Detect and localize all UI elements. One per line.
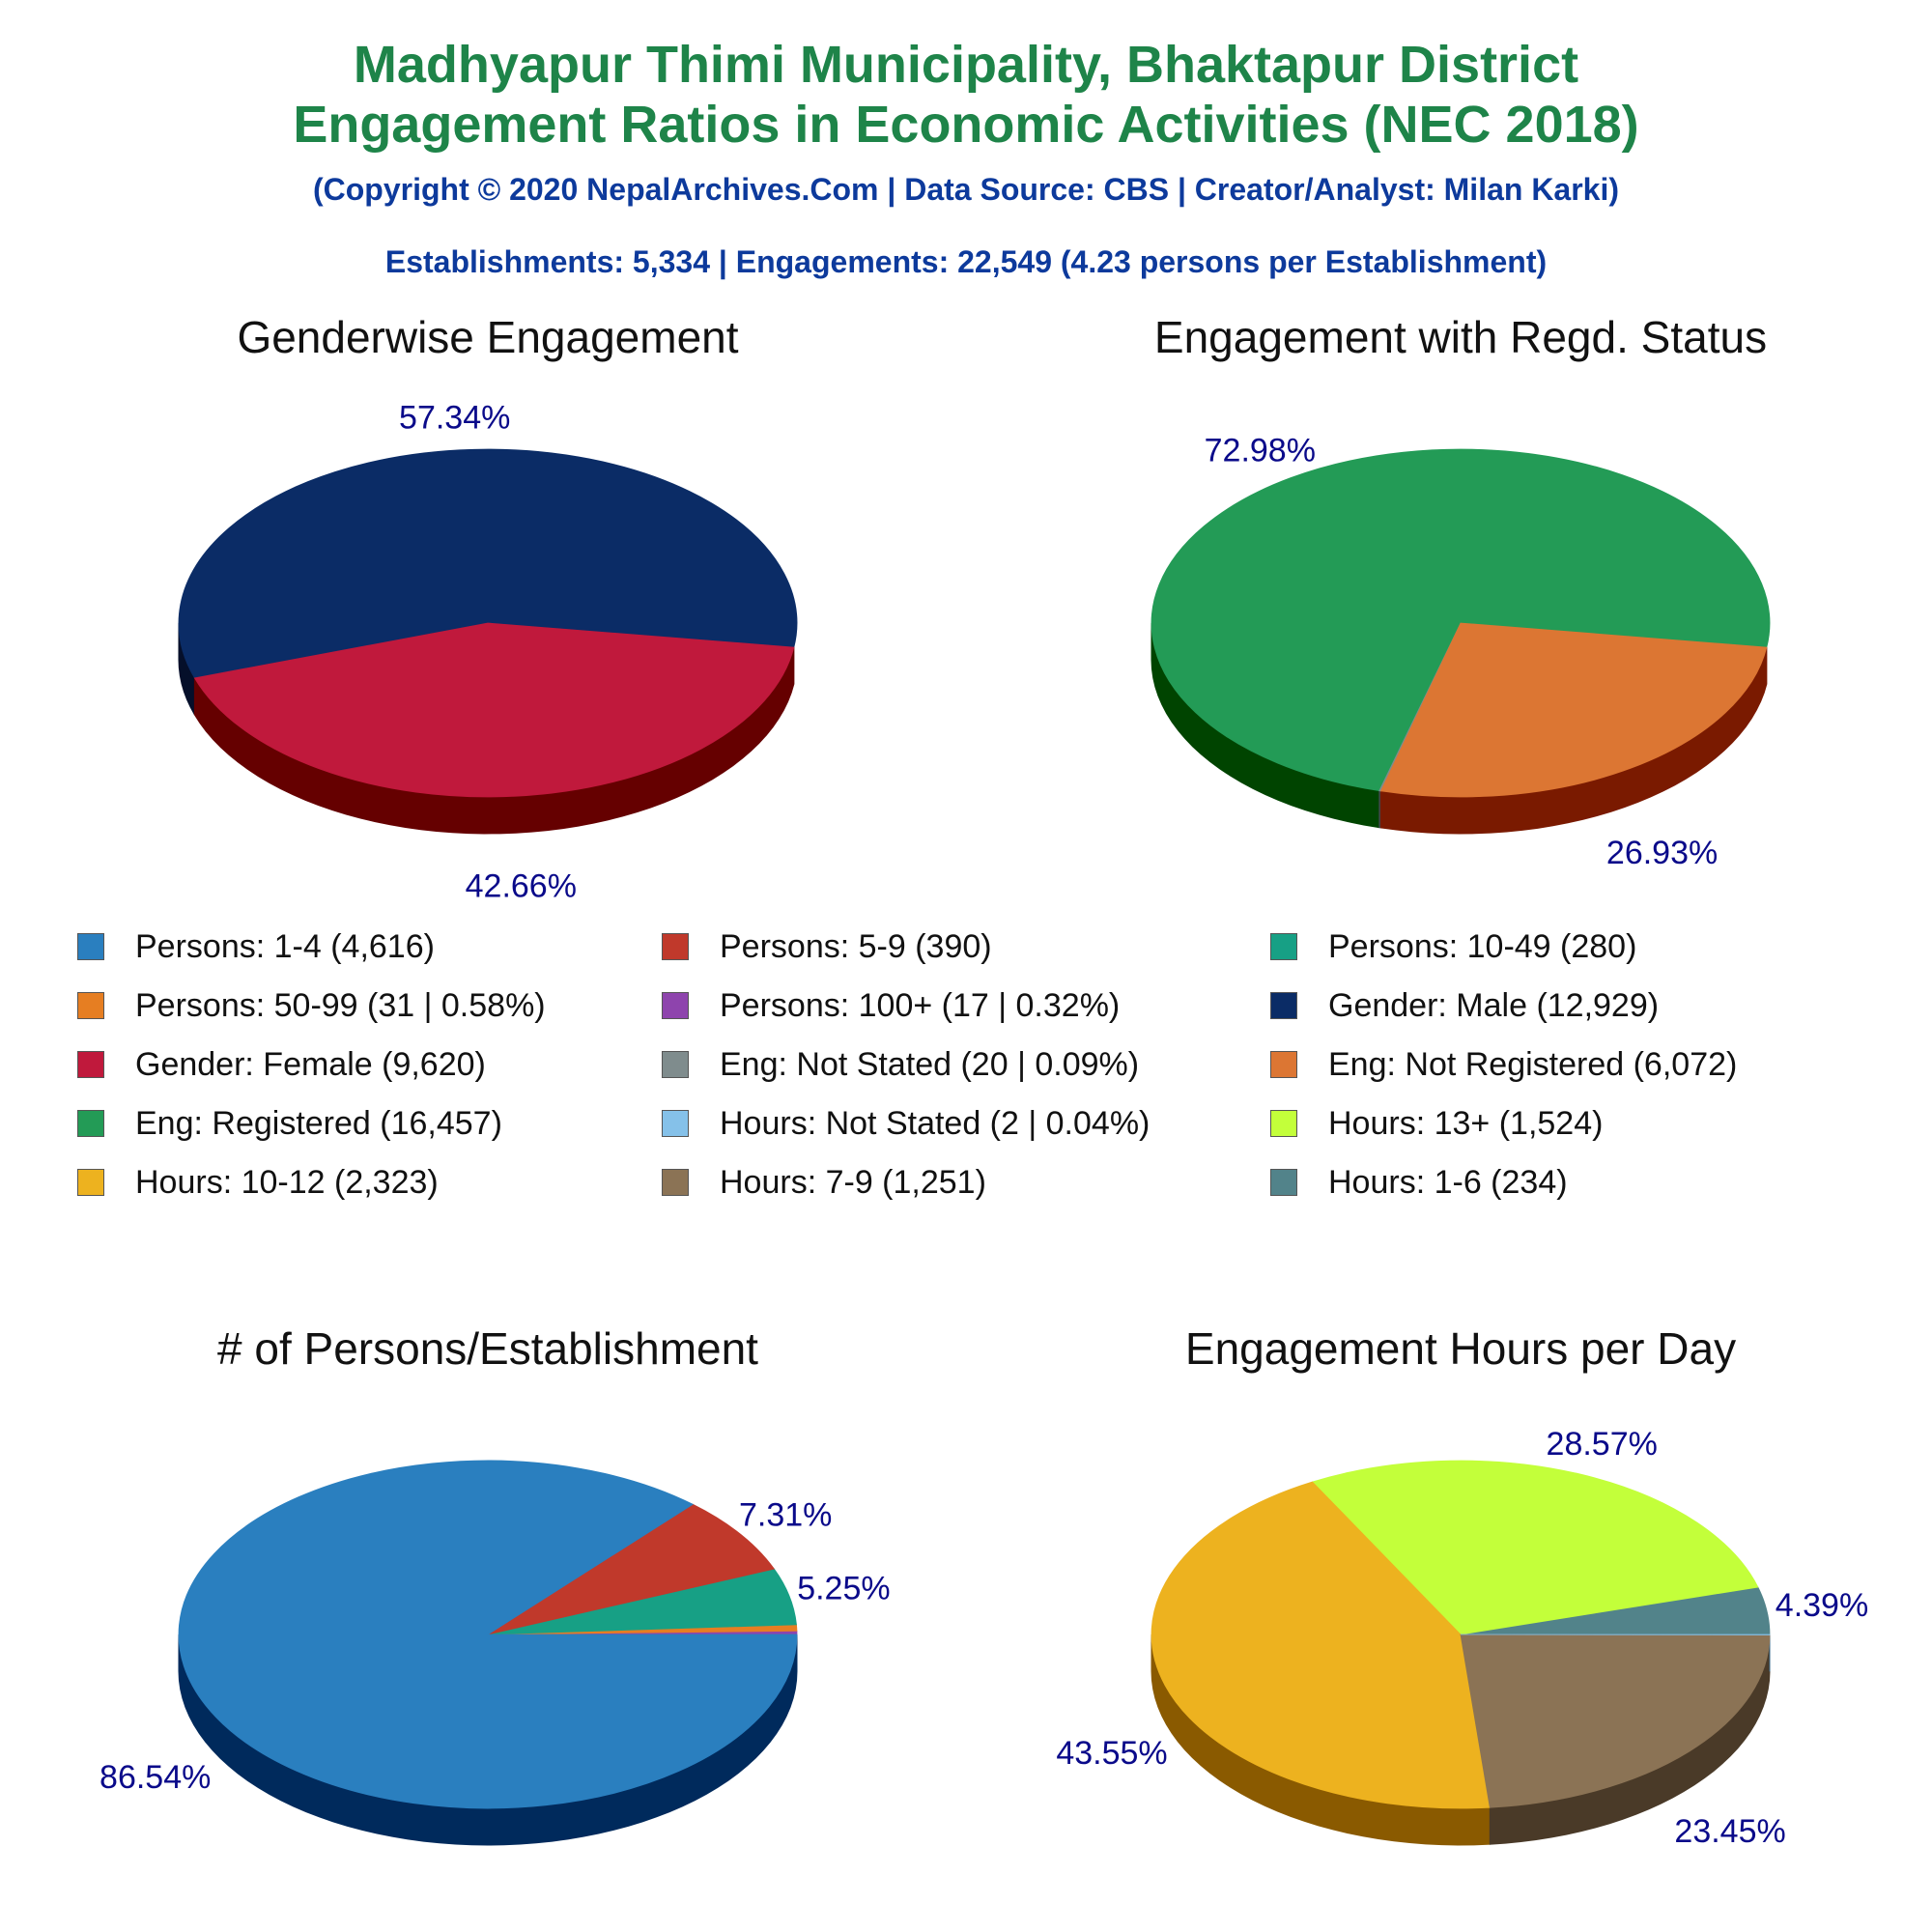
pie-slice-label: 57.34%: [399, 400, 510, 437]
legend-item: Hours: 1-6 (234): [1270, 1163, 1568, 1202]
pie-slice-label: 23.45%: [1674, 1813, 1785, 1850]
legend-label: Persons: 5-9 (390): [720, 927, 992, 965]
pie-slice: [1151, 1481, 1491, 1809]
pie-slice-label: 86.54%: [99, 1759, 211, 1796]
pie-title: Engagement with Regd. Status: [1154, 312, 1767, 362]
legend-item: Persons: 100+ (17 | 0.32%): [662, 986, 1120, 1025]
pie-slice: [193, 622, 795, 798]
legend-item: Persons: 10-49 (280): [1270, 927, 1636, 966]
legend-swatch: [662, 1051, 689, 1078]
legend-label: Persons: 10-49 (280): [1328, 927, 1637, 965]
legend-swatch: [77, 992, 104, 1019]
pie-slice: [487, 1503, 776, 1635]
legend-label: Eng: Not Stated (20 | 0.09%): [720, 1045, 1140, 1083]
pie-title: Engagement Hours per Day: [1185, 1323, 1736, 1374]
legend-label: Persons: 50-99 (31 | 0.58%): [135, 986, 546, 1024]
legend-swatch: [77, 1169, 104, 1196]
chart-title-line-1: Madhyapur Thimi Municipality, Bhaktapur …: [353, 36, 1579, 94]
pie-slice: [178, 448, 798, 679]
legend-swatch: [77, 1110, 104, 1137]
pie-slice-label: 5.25%: [797, 1570, 890, 1606]
pie-slice-label: 72.98%: [1205, 433, 1316, 469]
legend-item: Hours: 13+ (1,524): [1270, 1104, 1603, 1143]
legend-swatch: [77, 933, 104, 960]
pie-chart: Engagement with Regd. Status 72.98% 26.93%: [1151, 312, 1771, 871]
pie-title: Genderwise Engagement: [237, 312, 738, 362]
pie-slice: [1379, 622, 1768, 798]
chart-header: Madhyapur Thimi Municipality, Bhaktapur …: [0, 0, 1932, 280]
legend-label: Eng: Registered (16,457): [135, 1104, 502, 1142]
pie-slice: [1151, 448, 1771, 792]
legend-label: Hours: 13+ (1,524): [1328, 1104, 1604, 1142]
legend-swatch: [1270, 1169, 1297, 1196]
legend-label: Gender: Male (12,929): [1328, 986, 1660, 1024]
pie-slice-label: 43.55%: [1056, 1735, 1167, 1772]
legend-label: Hours: 1-6 (234): [1328, 1163, 1568, 1201]
legend-item: Persons: 5-9 (390): [662, 927, 992, 966]
chart-title-line-2: Engagement Ratios in Economic Activities…: [293, 96, 1639, 154]
pie-chart: Genderwise Engagement 57.34% 42.66%: [178, 312, 798, 905]
legend-item: Hours: Not Stated (2 | 0.04%): [662, 1104, 1150, 1143]
legend-item: Eng: Registered (16,457): [77, 1104, 502, 1143]
pie-slice: [1311, 1460, 1759, 1635]
legend-item: Eng: Not Registered (6,072): [1270, 1045, 1737, 1084]
legend-item: Hours: 7-9 (1,251): [662, 1163, 986, 1202]
legend-swatch: [662, 992, 689, 1019]
legend-item: Gender: Male (12,929): [1270, 986, 1659, 1025]
legend-item: Persons: 50-99 (31 | 0.58%): [77, 986, 546, 1025]
legend-item: Persons: 1-4 (4,616): [77, 927, 435, 966]
legend-label: Gender: Female (9,620): [135, 1045, 486, 1083]
establishment-stats: Establishments: 5,334 | Engagements: 22,…: [384, 244, 1548, 279]
legend-item: Hours: 10-12 (2,323): [77, 1163, 439, 1202]
legend-item: Eng: Not Stated (20 | 0.09%): [662, 1045, 1139, 1084]
legend-swatch: [1270, 992, 1297, 1019]
legend-swatch: [1270, 1110, 1297, 1137]
legend-swatch: [1270, 1051, 1297, 1078]
legend-item: Gender: Female (9,620): [77, 1045, 486, 1084]
pie-title: # of Persons/Establishment: [217, 1323, 758, 1374]
pie-chart: Engagement Hours per Day 4.39% 28.57% 43.55…: [1056, 1323, 1868, 1850]
legend-label: Hours: 7-9 (1,251): [720, 1163, 986, 1201]
legend-swatch: [1270, 933, 1297, 960]
legend-swatch: [662, 1110, 689, 1137]
chart-subtitle: (Copyright © 2020 NepalArchives.Com | Da…: [312, 172, 1620, 207]
legend-label: Eng: Not Registered (6,072): [1328, 1045, 1738, 1083]
pie-slice-label: 26.93%: [1606, 835, 1718, 871]
legend-label: Hours: Not Stated (2 | 0.04%): [720, 1104, 1151, 1142]
legend-swatch: [662, 1169, 689, 1196]
pie-slice-label: 7.31%: [739, 1496, 832, 1533]
legend-swatch: [77, 1051, 104, 1078]
legend-label: Hours: 10-12 (2,323): [135, 1163, 439, 1201]
pie-slice: [1460, 1634, 1771, 1808]
pie-slice-label: 42.66%: [466, 868, 577, 905]
pie-slice-label: 28.57%: [1547, 1426, 1658, 1463]
pie-slice: [178, 1460, 798, 1809]
legend-swatch: [662, 933, 689, 960]
legend-label: Persons: 1-4 (4,616): [135, 927, 435, 965]
legend-label: Persons: 100+ (17 | 0.32%): [720, 986, 1121, 1024]
pie-chart: # of Persons/Establishment 5.25% 7.31% 86.5…: [99, 1323, 891, 1846]
pie-slice-label: 4.39%: [1776, 1587, 1868, 1624]
